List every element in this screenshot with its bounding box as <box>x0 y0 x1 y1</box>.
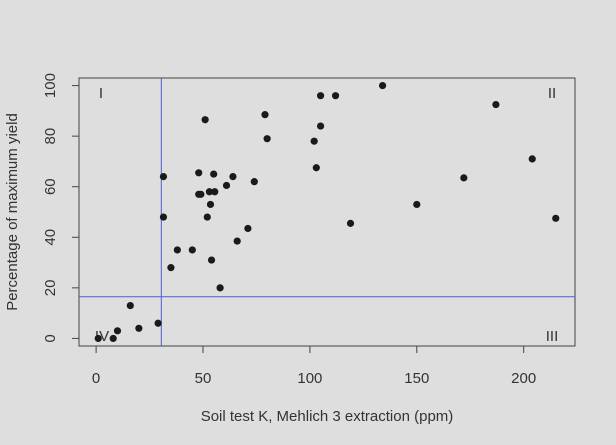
y-tick-label: 0 <box>42 334 59 342</box>
data-point <box>528 155 536 163</box>
data-point <box>331 92 340 100</box>
data-point <box>203 213 211 221</box>
data-point <box>94 334 102 343</box>
x-tick-label: 0 <box>92 370 100 387</box>
plot-frame <box>78 77 576 347</box>
data-point <box>310 137 318 145</box>
data-point <box>460 174 468 182</box>
x-axis-label: Soil test K, Mehlich 3 extraction (ppm) <box>201 408 454 425</box>
x-tick-label: 100 <box>297 370 322 387</box>
data-point <box>312 164 320 172</box>
data-point <box>492 100 500 109</box>
data-point <box>250 178 258 186</box>
data-point <box>222 181 231 190</box>
y-tick-label: 100 <box>42 73 59 98</box>
data-point <box>154 319 162 327</box>
data-point <box>261 111 269 119</box>
quadrant-label-I: I <box>99 85 103 102</box>
data-point <box>263 135 271 143</box>
data-point <box>207 256 216 264</box>
y-tick-label: 40 <box>42 229 59 246</box>
x-axis: 0 50 100 150 200 <box>92 345 536 387</box>
quadrant-label-III: III <box>546 328 559 345</box>
x-tick-label: 200 <box>511 370 536 387</box>
data-point <box>378 81 387 90</box>
data-point <box>552 214 560 222</box>
data-point <box>135 324 143 332</box>
data-point <box>195 169 203 177</box>
data-point <box>244 224 252 233</box>
x-tick-label: 150 <box>404 370 429 387</box>
data-point <box>159 173 168 181</box>
y-axis: 0 20 40 60 80 100 <box>42 73 80 343</box>
data-point <box>210 170 218 178</box>
data-point <box>346 219 355 227</box>
y-tick-label: 60 <box>42 178 59 195</box>
data-point <box>216 284 224 292</box>
data-point <box>206 200 215 209</box>
data-point <box>159 213 168 221</box>
data-point <box>316 122 325 130</box>
data-point <box>109 334 117 343</box>
data-point <box>413 200 421 209</box>
quadrant-label-II: II <box>548 85 556 102</box>
data-point <box>201 116 209 124</box>
y-axis-label: Percentage of maximum yield <box>4 113 21 311</box>
data-point <box>233 237 241 245</box>
data-point <box>126 301 134 310</box>
data-point <box>197 190 205 198</box>
data-point <box>188 246 196 254</box>
y-tick-label: 20 <box>42 280 59 297</box>
data-point <box>173 246 181 254</box>
data-point <box>113 327 122 335</box>
data-point <box>167 264 175 272</box>
data-point <box>205 188 214 196</box>
data-point <box>211 188 219 196</box>
y-tick-label: 80 <box>42 128 59 145</box>
x-tick-label: 50 <box>195 370 212 387</box>
data-points <box>94 81 560 343</box>
data-point <box>316 92 325 100</box>
data-point <box>229 173 237 181</box>
